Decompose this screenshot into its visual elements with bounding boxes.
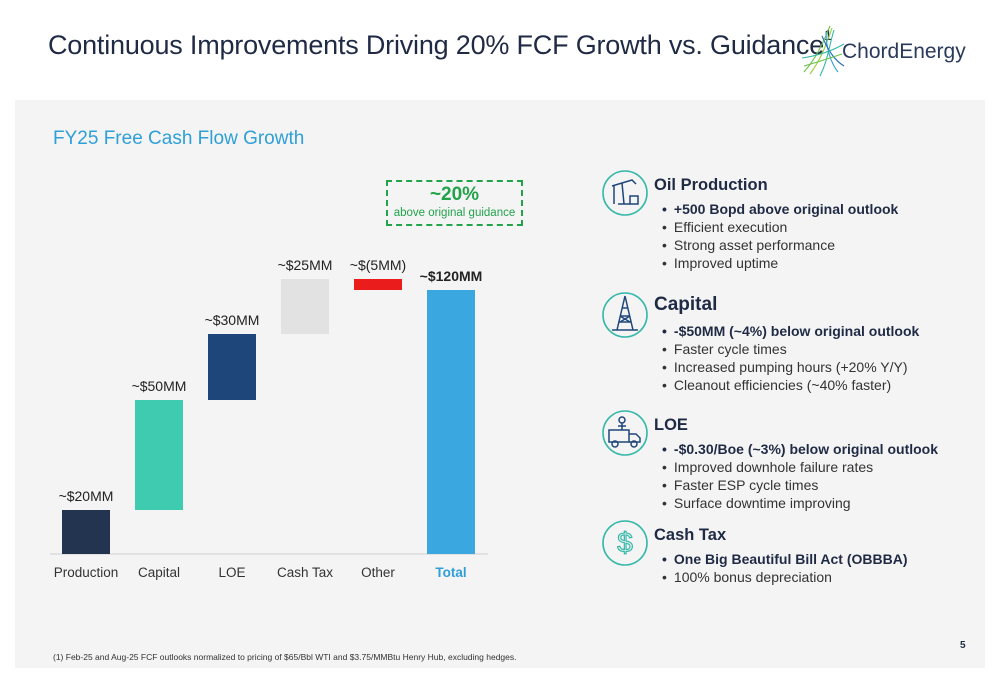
chart-subtitle: FY25 Free Cash Flow Growth bbox=[53, 128, 305, 149]
bullet-item: Surface downtime improving bbox=[662, 494, 938, 512]
bullet-item: Faster cycle times bbox=[662, 340, 919, 358]
bullet-item: Faster ESP cycle times bbox=[662, 476, 938, 494]
bullet-item: Cleanout efficiencies (~40% faster) bbox=[662, 376, 919, 394]
callout-value: ~20% bbox=[429, 184, 480, 205]
bullet-item: 100% bonus depreciation bbox=[662, 568, 908, 586]
logo-text: ChordEnergy bbox=[842, 40, 966, 63]
page-number: 5 bbox=[960, 640, 966, 651]
chord-logo-icon bbox=[801, 25, 845, 77]
bullet-item: -$50MM (~4%) below original outlook bbox=[662, 322, 919, 340]
bullet-item: -$0.30/Boe (~3%) below original outlook bbox=[662, 440, 938, 458]
data-label: ~$120MM bbox=[420, 268, 483, 284]
drilling-rig-icon bbox=[602, 292, 648, 338]
bar-loe bbox=[208, 334, 256, 400]
footnote: (1) Feb-25 and Aug-25 FCF outlooks norma… bbox=[53, 652, 517, 662]
bullet-item: Efficient execution bbox=[662, 218, 898, 236]
bar-total bbox=[427, 290, 475, 554]
bar-cash-tax bbox=[281, 279, 329, 334]
category-label: LOE bbox=[218, 565, 245, 580]
category-label: Total bbox=[435, 565, 466, 580]
section-title: Capital bbox=[654, 294, 718, 315]
category-label: Other bbox=[361, 565, 395, 580]
oil-pump-icon bbox=[602, 170, 648, 216]
bullet-item: Improved downhole failure rates bbox=[662, 458, 938, 476]
bullet-item: Increased pumping hours (+20% Y/Y) bbox=[662, 358, 919, 376]
category-label: Production bbox=[54, 565, 119, 580]
section-title: LOE bbox=[654, 416, 688, 434]
bullet-item: One Big Beautiful Bill Act (OBBBA) bbox=[662, 550, 908, 568]
data-label: ~$50MM bbox=[132, 378, 187, 394]
section-title: Cash Tax bbox=[654, 526, 727, 544]
svg-text:$: $ bbox=[617, 527, 633, 558]
dollar-icon: $ bbox=[602, 520, 648, 566]
service-truck-icon bbox=[602, 410, 648, 456]
data-label: ~$25MM bbox=[278, 257, 333, 273]
bar-capital bbox=[135, 400, 183, 510]
growth-callout: ~20% above original guidance bbox=[386, 180, 523, 226]
data-label: ~$(5MM) bbox=[350, 257, 406, 273]
bar-other bbox=[354, 279, 402, 290]
fcf-waterfall-chart: ~$20MM Production ~$50MM Capital ~$30MM LOE ~$… bbox=[50, 257, 488, 580]
bullet-item: Improved uptime bbox=[662, 254, 898, 272]
bar-production bbox=[62, 510, 110, 554]
data-label: ~$20MM bbox=[59, 488, 114, 504]
page-title: Continuous Improvements Driving 20% FCF … bbox=[48, 27, 833, 60]
callout-caption: above original guidance bbox=[393, 207, 516, 219]
section-title: Oil Production bbox=[654, 176, 768, 194]
bullet-item: +500 Bopd above original outlook bbox=[662, 200, 898, 218]
data-label: ~$30MM bbox=[205, 312, 260, 328]
category-label: Capital bbox=[138, 565, 180, 580]
category-label: Cash Tax bbox=[277, 565, 333, 580]
bullet-item: Strong asset performance bbox=[662, 236, 898, 254]
